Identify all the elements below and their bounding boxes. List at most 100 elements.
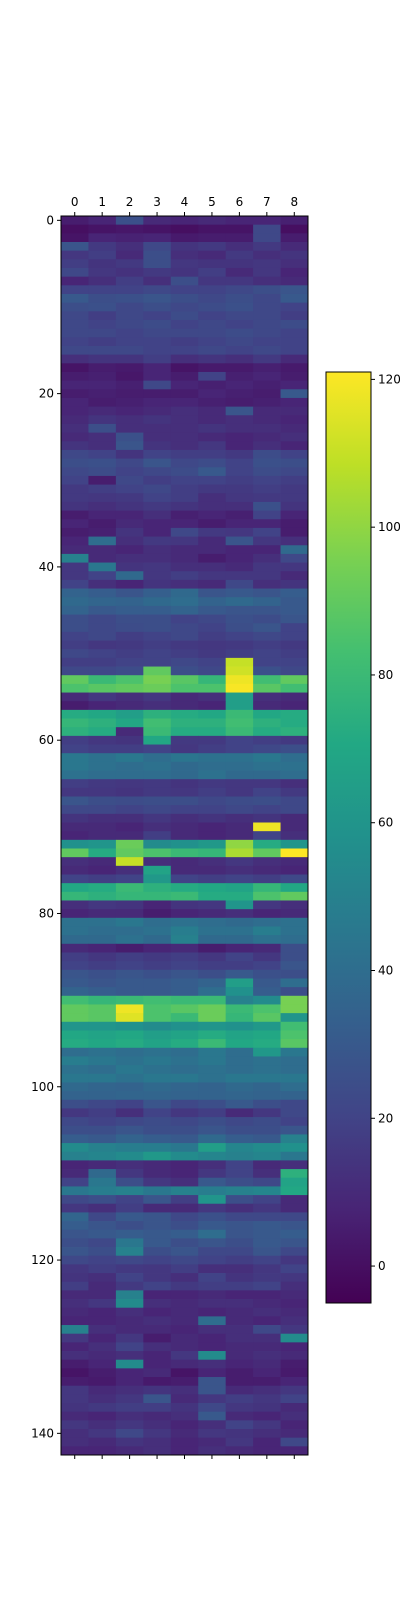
heatmap-cell bbox=[143, 527, 172, 537]
heatmap-cell bbox=[253, 935, 281, 945]
heatmap-cell bbox=[225, 1264, 254, 1274]
heatmap-cell bbox=[61, 458, 89, 468]
heatmap-cell bbox=[143, 259, 172, 269]
heatmap-cell bbox=[88, 883, 117, 893]
heatmap-cell bbox=[198, 1359, 227, 1369]
heatmap-cell bbox=[115, 605, 144, 615]
heatmap-cell bbox=[115, 302, 144, 312]
heatmap-cell bbox=[253, 1255, 281, 1265]
heatmap-cell bbox=[225, 571, 254, 581]
heatmap-cell bbox=[170, 891, 199, 901]
heatmap-cell bbox=[143, 909, 172, 919]
heatmap-cell bbox=[115, 1255, 144, 1265]
heatmap-cell bbox=[198, 1203, 227, 1213]
heatmap-cell bbox=[88, 259, 117, 269]
heatmap-cell bbox=[280, 311, 309, 321]
heatmap-cell bbox=[61, 727, 89, 737]
heatmap-cell bbox=[143, 831, 172, 841]
heatmap-cell bbox=[225, 319, 254, 330]
heatmap-cell bbox=[253, 1316, 281, 1326]
heatmap-cell bbox=[61, 1125, 89, 1135]
heatmap-cell bbox=[88, 623, 117, 633]
heatmap-cell bbox=[143, 813, 172, 823]
heatmap-cell bbox=[143, 553, 172, 563]
heatmap-cell bbox=[143, 1264, 172, 1274]
heatmap-cell bbox=[198, 839, 227, 849]
heatmap-cell bbox=[61, 1264, 89, 1274]
heatmap-cell bbox=[61, 952, 89, 962]
heatmap-cell bbox=[88, 276, 117, 286]
heatmap-cell bbox=[170, 588, 199, 598]
heatmap-cell bbox=[280, 233, 309, 243]
heatmap-cell bbox=[198, 1437, 227, 1447]
heatmap-cell bbox=[61, 666, 89, 676]
heatmap-cell bbox=[225, 501, 254, 511]
heatmap-cell bbox=[253, 475, 281, 485]
heatmap-cell bbox=[61, 1039, 89, 1049]
heatmap-cell bbox=[280, 562, 309, 572]
heatmap-cell bbox=[88, 562, 117, 572]
heatmap-cell bbox=[198, 441, 227, 451]
x-tick-label: 6 bbox=[236, 195, 244, 209]
heatmap-cell bbox=[253, 241, 281, 252]
heatmap-cell bbox=[170, 1238, 199, 1248]
heatmap-cell bbox=[253, 666, 281, 676]
heatmap-cell bbox=[253, 545, 281, 555]
heatmap-cell bbox=[115, 259, 144, 269]
heatmap-cell bbox=[143, 1021, 172, 1031]
x-tick-label: 4 bbox=[181, 195, 189, 209]
heatmap-cell bbox=[115, 1221, 144, 1231]
heatmap-cell bbox=[198, 1316, 227, 1326]
heatmap-cell bbox=[88, 718, 117, 728]
heatmap-cell bbox=[170, 623, 199, 633]
heatmap-cell bbox=[170, 371, 199, 382]
heatmap-cell bbox=[198, 571, 227, 581]
heatmap-cell bbox=[61, 1203, 89, 1213]
heatmap-cell bbox=[61, 536, 89, 546]
heatmap-cell bbox=[61, 389, 89, 399]
heatmap-cell bbox=[198, 1281, 227, 1291]
heatmap-cell bbox=[253, 1212, 281, 1222]
colorbar-tick-label: 80 bbox=[378, 668, 393, 682]
heatmap-cell bbox=[280, 1351, 309, 1361]
heatmap-cell bbox=[143, 865, 172, 875]
heatmap-cell bbox=[198, 848, 227, 858]
heatmap-cell bbox=[170, 1359, 199, 1369]
heatmap-cell bbox=[170, 519, 199, 529]
heatmap-cell bbox=[170, 1091, 199, 1101]
heatmap-cell bbox=[61, 1385, 89, 1395]
heatmap-cell bbox=[170, 874, 199, 884]
heatmap-cell bbox=[143, 319, 172, 330]
heatmap-cell bbox=[143, 441, 172, 451]
heatmap-cell bbox=[143, 631, 172, 641]
x-tick-label: 5 bbox=[208, 195, 216, 209]
heatmap-cell bbox=[198, 874, 227, 884]
heatmap-cell bbox=[170, 1169, 199, 1179]
heatmap-cell bbox=[170, 839, 199, 849]
heatmap-cell bbox=[143, 449, 172, 459]
heatmap-cell bbox=[280, 1134, 309, 1144]
heatmap-cell bbox=[61, 553, 89, 563]
heatmap-cell bbox=[88, 900, 117, 910]
heatmap-cell bbox=[198, 1307, 227, 1317]
heatmap-cell bbox=[88, 649, 117, 659]
heatmap-cell bbox=[280, 545, 309, 555]
heatmap-cell bbox=[88, 267, 117, 278]
heatmap-cell bbox=[253, 467, 281, 477]
heatmap-cell bbox=[280, 1238, 309, 1248]
heatmap-cell bbox=[115, 961, 144, 971]
heatmap-cell bbox=[253, 969, 281, 979]
heatmap-cell bbox=[198, 709, 227, 719]
heatmap-cell bbox=[115, 822, 144, 832]
heatmap-cell bbox=[280, 250, 309, 260]
heatmap-cell bbox=[61, 241, 89, 252]
heatmap-cell bbox=[280, 1203, 309, 1213]
heatmap-cell bbox=[61, 345, 89, 356]
heatmap-cell bbox=[170, 805, 199, 815]
heatmap-cell bbox=[198, 1385, 227, 1395]
heatmap-cell bbox=[115, 1403, 144, 1413]
heatmap-cell bbox=[198, 415, 227, 425]
heatmap-cell bbox=[170, 345, 199, 356]
heatmap-cell bbox=[198, 1099, 227, 1109]
heatmap-cell bbox=[170, 1047, 199, 1057]
